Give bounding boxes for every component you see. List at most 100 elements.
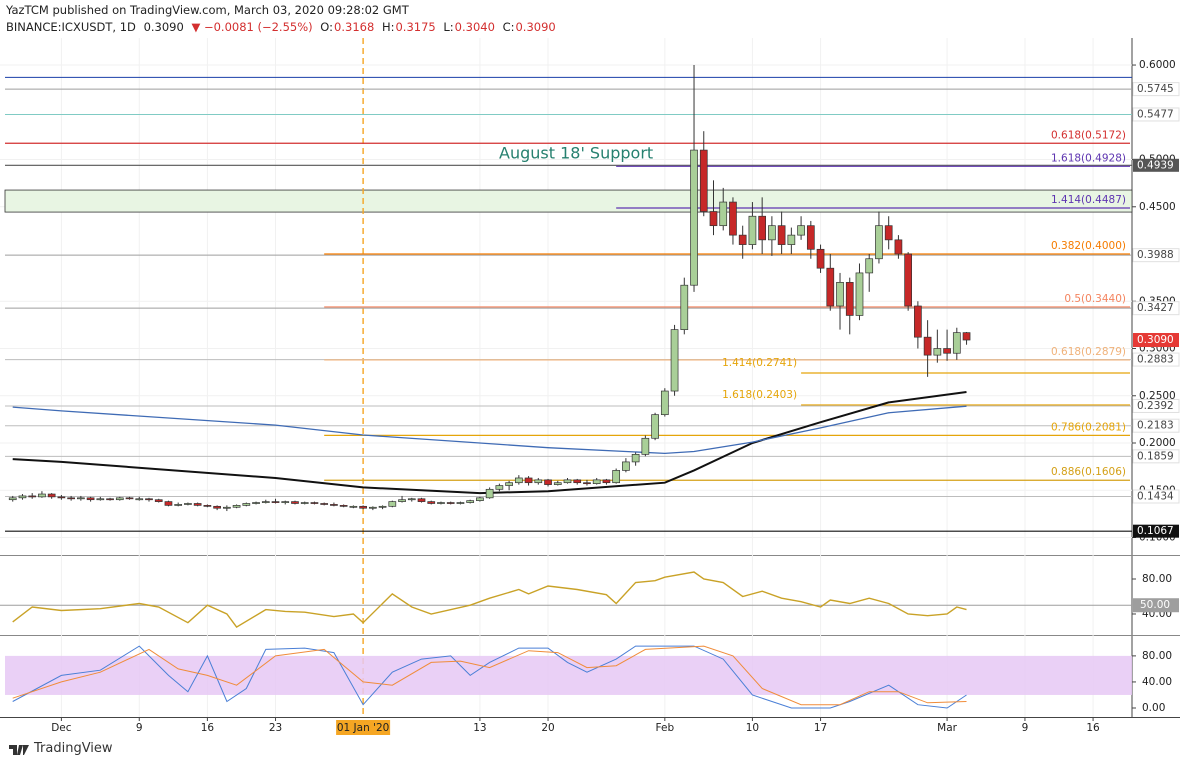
- level-label-bg: [1132, 301, 1180, 316]
- candle-body: [719, 201, 728, 227]
- fib-label: 1.618(0.2403): [722, 389, 797, 401]
- candle-body: [417, 498, 426, 502]
- stoch-band: [5, 655, 1132, 695]
- candle-body: [349, 505, 358, 508]
- level-axis-label: 0.1859: [1137, 450, 1174, 462]
- candle-body: [398, 499, 406, 502]
- candle-body: [485, 488, 494, 499]
- candle-body: [115, 497, 124, 501]
- candle-body: [213, 505, 221, 509]
- candle-body: [797, 225, 805, 236]
- date-marker-bg: [336, 720, 391, 735]
- candle-body: [300, 502, 309, 504]
- x-tick-label: 23: [269, 722, 282, 734]
- fib-label: 0.618(0.5172): [1051, 129, 1126, 141]
- annotation: August 18' Support: [499, 144, 653, 163]
- candle-body: [962, 332, 971, 341]
- level-label-bg: [1132, 489, 1180, 504]
- candle-body: [943, 348, 951, 354]
- header: YazTCM published on TradingView.com, Mar…: [6, 2, 560, 36]
- candle-body: [563, 479, 572, 484]
- reference-label: 50.00: [1140, 599, 1170, 611]
- fib-label: 1.618(0.4928): [1051, 152, 1126, 164]
- level-label-bg: [1132, 82, 1180, 97]
- candle-body: [729, 201, 737, 236]
- fib-label: 0.382(0.4000): [1051, 240, 1126, 252]
- level-axis-label: 0.1067: [1137, 525, 1174, 537]
- candle-body: [602, 479, 611, 484]
- candle-body: [845, 282, 854, 316]
- y-tick-label: 40.00: [1142, 676, 1172, 688]
- candle-body: [47, 493, 56, 498]
- ohlc-key: L:: [443, 20, 454, 34]
- candle-body: [437, 502, 445, 504]
- candle-body: [875, 225, 883, 260]
- candle-body: [816, 248, 825, 269]
- candle-body: [320, 503, 329, 505]
- y-tick-label: 0.4500: [1139, 201, 1176, 213]
- candle-body: [232, 505, 241, 508]
- x-tick-label: 16: [201, 722, 215, 734]
- candle-body: [8, 497, 17, 501]
- candle-body: [368, 506, 377, 509]
- x-tick-label: 13: [473, 722, 486, 734]
- ohlc-value: 0.3168: [334, 20, 375, 34]
- candle-body: [544, 479, 552, 485]
- candle-body: [758, 215, 767, 241]
- level-axis-label: 0.1434: [1137, 490, 1174, 502]
- candle-body: [446, 502, 455, 504]
- change: ▼ −0.0081 (−2.55%): [191, 20, 313, 34]
- candle-body: [125, 497, 134, 500]
- brand: TradingView: [34, 741, 113, 756]
- candle-body: [174, 504, 183, 506]
- candle-body: [339, 505, 348, 507]
- candle-body: [787, 234, 796, 245]
- candle-body: [923, 336, 932, 356]
- x-tick-label: 9: [1022, 722, 1029, 734]
- date-marker-label: 01 Jan '20: [337, 722, 389, 734]
- x-tick-label: 17: [814, 722, 827, 734]
- fib-label: 0.886(0.1606): [1051, 466, 1126, 478]
- footer: TradingView: [8, 741, 113, 756]
- candle-body: [359, 505, 367, 509]
- candle-body: [271, 501, 280, 503]
- candle-body: [193, 503, 202, 506]
- level-label-bg: [1132, 248, 1180, 263]
- x-tick-label: 16: [1086, 722, 1100, 734]
- candle-body: [456, 502, 465, 504]
- y-tick-label: 0.00: [1142, 702, 1165, 714]
- reference-label-bg: [1133, 598, 1179, 613]
- candle-body: [553, 482, 562, 485]
- current-price-label: 0.3090: [1137, 334, 1174, 346]
- candle-body: [164, 501, 173, 506]
- candle-body: [933, 348, 942, 356]
- moving-average: [12, 405, 967, 455]
- candle-body: [631, 453, 640, 463]
- support-band: [4, 189, 1133, 213]
- candle-body: [914, 305, 922, 338]
- candle-body: [407, 498, 416, 501]
- candle-body: [592, 479, 601, 484]
- y-tick-label: 0.2500: [1139, 390, 1176, 402]
- x-tick-label: 10: [746, 722, 759, 734]
- candle-body: [806, 225, 815, 250]
- candle-body: [223, 506, 231, 509]
- ohlc-key: C:: [502, 20, 515, 34]
- current-price-bg: [1133, 333, 1179, 348]
- candle-body: [641, 437, 650, 455]
- x-tick-label: 9: [136, 722, 143, 734]
- candle-body: [495, 485, 504, 490]
- stoch-line: [12, 645, 967, 706]
- symbol-line: BINANCE:ICXUSDT, 1D 0.3090 ▼ −0.0081 (−2…: [6, 19, 560, 36]
- candle-body: [534, 479, 543, 484]
- y-tick-label: 0.6000: [1139, 59, 1176, 71]
- ohlc-value: 0.3040: [454, 20, 495, 34]
- candle-body: [622, 461, 630, 471]
- candle-body: [427, 501, 436, 504]
- candle-body: [145, 498, 153, 501]
- candle-body: [330, 504, 338, 506]
- fib-label: 1.414(0.4487): [1051, 194, 1126, 206]
- candle-body: [768, 225, 776, 241]
- symbol: BINANCE:ICXUSDT, 1D: [6, 20, 136, 34]
